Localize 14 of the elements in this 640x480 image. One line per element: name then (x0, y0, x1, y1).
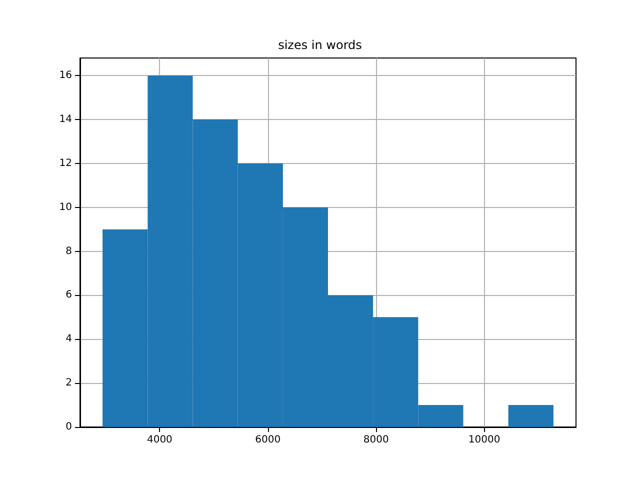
y-tick-label: 12 (59, 158, 72, 169)
y-tick-label: 14 (59, 114, 72, 125)
y-tick-label: 16 (59, 70, 72, 82)
x-tick-label: 10000 (468, 434, 500, 446)
y-tick-label: 2 (66, 378, 72, 389)
y-tick-label: 0 (66, 422, 72, 432)
y-tick-label: 8 (66, 246, 72, 257)
x-tick-label: 6000 (255, 434, 281, 446)
x-tick-label: 4000 (146, 434, 172, 446)
chart-title: sizes in words (278, 38, 362, 52)
x-tick-label: 8000 (363, 434, 389, 446)
y-tick-label: 6 (66, 290, 72, 301)
y-tick-label: 4 (66, 334, 72, 345)
y-tick-label: 10 (59, 202, 72, 213)
